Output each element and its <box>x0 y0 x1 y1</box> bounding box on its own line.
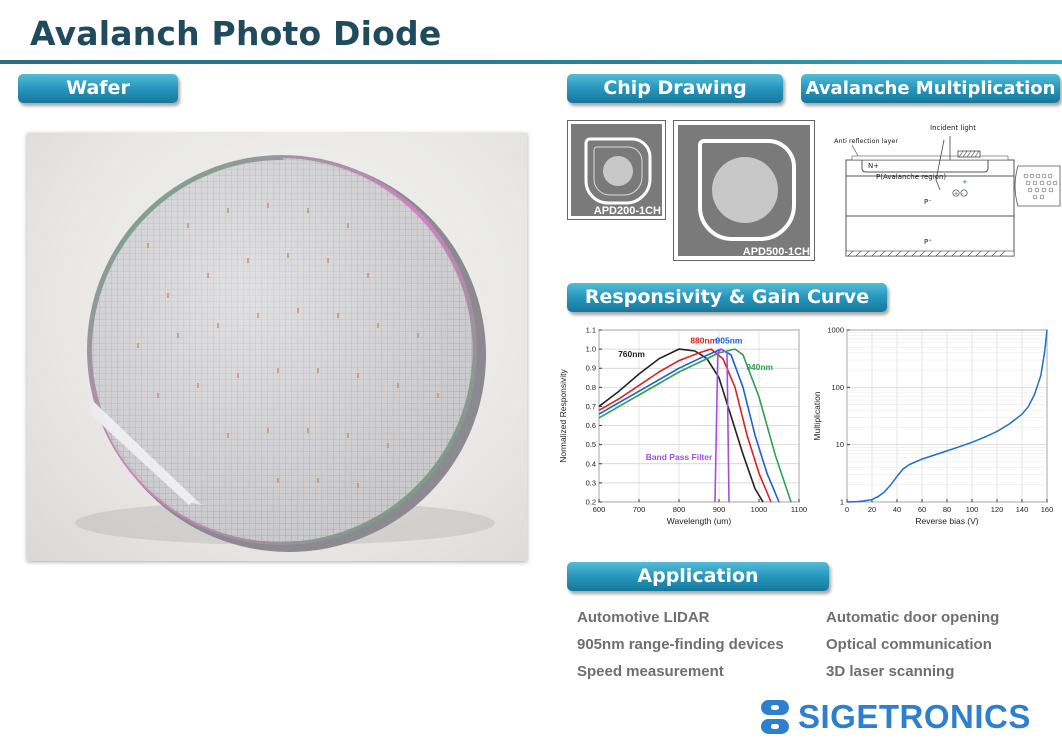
logo-mark-icon <box>761 700 789 734</box>
series-label: 760nm <box>618 349 645 359</box>
section-header-wafer: Wafer <box>18 74 178 103</box>
y-tick-label: 0.3 <box>586 478 596 487</box>
y-axis-label: Multiplication <box>812 391 822 440</box>
y-tick-label: 0.6 <box>586 421 596 430</box>
x-tick-label: 40 <box>893 505 901 514</box>
chip-drawing-apd200: APD200-1CH <box>567 120 666 220</box>
y-tick-label: 0.4 <box>586 459 596 468</box>
x-tick-label: 900 <box>713 505 726 514</box>
x-tick-label: 60 <box>918 505 926 514</box>
avalanche-diagram-graphic: + - + Incident light Anti reflection lay… <box>834 124 1061 257</box>
y-tick-label: 0.8 <box>586 383 596 392</box>
svg-text:+: + <box>954 191 958 197</box>
page-title: Avalanch Photo Diode <box>30 14 442 53</box>
chip-apd200-graphic <box>571 124 662 216</box>
series-line <box>846 329 1048 503</box>
label-p-layer: P⁻ <box>924 198 932 206</box>
label-anti-reflection: Anti reflection layer <box>834 137 898 145</box>
wafer-illustration <box>75 155 495 552</box>
y-tick-label: 1.0 <box>586 345 596 354</box>
x-tick-label: 140 <box>1016 505 1029 514</box>
x-axis-label: Reverse bias (V) <box>915 516 978 526</box>
y-tick-label: 10 <box>836 440 844 449</box>
wafer-photo <box>27 133 527 561</box>
y-tick-label: 1.1 <box>586 326 596 335</box>
responsivity-chart-svg: 600 700 800 900 1000 1100 0.2 0.3 0.4 0.5 0.6 0.7 0.… <box>558 326 807 527</box>
chip-apd500-graphic <box>678 125 810 256</box>
svg-text:+: + <box>962 178 968 186</box>
series-line <box>598 348 792 503</box>
x-tick-label: 800 <box>673 505 686 514</box>
company-logo: SIGETRONICS <box>758 697 1031 737</box>
series-label: 880nm <box>690 335 717 345</box>
label-n-plus: N+ <box>868 162 879 170</box>
x-tick-label: 120 <box>991 505 1004 514</box>
svg-text:-: - <box>962 191 964 197</box>
logo-text: SIGETRONICS <box>798 698 1031 735</box>
section-header-application: Application <box>567 562 829 591</box>
x-tick-label: 160 <box>1041 505 1054 514</box>
x-axis-label: Wavelength (um) <box>667 516 732 526</box>
y-tick-label: 0.7 <box>586 402 596 411</box>
application-item: Automotive LIDAR <box>577 609 710 626</box>
responsivity-chart: 600 700 800 900 1000 1100 0.2 0.3 0.4 0.5 0.6 0.7 0.… <box>557 322 810 535</box>
application-item: Optical communication <box>826 636 992 653</box>
y-axis-label: Normalized Responsivity <box>558 368 568 462</box>
chip-drawing-apd500: APD500-1CH <box>673 120 815 261</box>
label-p-plus: P⁺ <box>924 238 932 246</box>
y-tick-label: 0.2 <box>586 498 596 507</box>
application-item: 905nm range-finding devices <box>577 636 784 653</box>
y-tick-label: 1000 <box>827 326 844 335</box>
series-label: Band Pass Filter <box>646 452 713 462</box>
x-tick-label: 0 <box>845 505 849 514</box>
x-tick-label: 1000 <box>751 505 768 514</box>
y-tick-label: 0.5 <box>586 440 596 449</box>
application-item: Speed measurement <box>577 663 724 680</box>
chip-label-apd500: APD500-1CH <box>742 246 810 258</box>
y-tick-label: 1 <box>840 498 844 507</box>
x-tick-label: 100 <box>966 505 979 514</box>
avalanche-diagram: + - + Incident light Anti reflection lay… <box>832 120 1062 262</box>
y-tick-label: 100 <box>831 383 844 392</box>
series-line <box>598 348 780 503</box>
x-tick-label: 1100 <box>791 505 807 514</box>
section-header-avalanche: Avalanche Multiplication <box>801 74 1060 103</box>
y-tick-label: 0.9 <box>586 364 596 373</box>
section-header-responsivity: Responsivity & Gain Curve <box>567 283 887 312</box>
label-p-region: P(Avalanche region) <box>876 173 946 181</box>
x-tick-label: 20 <box>868 505 876 514</box>
series-line <box>598 348 764 503</box>
series-line <box>714 348 730 503</box>
section-header-chip-drawing: Chip Drawing <box>567 74 783 103</box>
application-item: 3D laser scanning <box>826 663 955 680</box>
x-tick-label: 700 <box>633 505 646 514</box>
series-label: 905nm <box>716 335 743 345</box>
x-tick-label: 600 <box>593 505 606 514</box>
title-divider <box>0 60 1062 64</box>
gain-chart: 0 20 40 60 80 100 120 140 160 1 10 100 1000 Reverse b… <box>812 322 1062 535</box>
label-incident-light: Incident light <box>930 124 976 132</box>
series-line <box>598 348 772 503</box>
x-tick-label: 80 <box>943 505 951 514</box>
series-label: 940nm <box>746 362 773 372</box>
application-item: Automatic door opening <box>826 609 1000 626</box>
chip-label-apd200: APD200-1CH <box>593 205 661 217</box>
gain-chart-svg: 0 20 40 60 80 100 120 140 160 1 10 100 1000 Reverse b… <box>812 326 1054 527</box>
